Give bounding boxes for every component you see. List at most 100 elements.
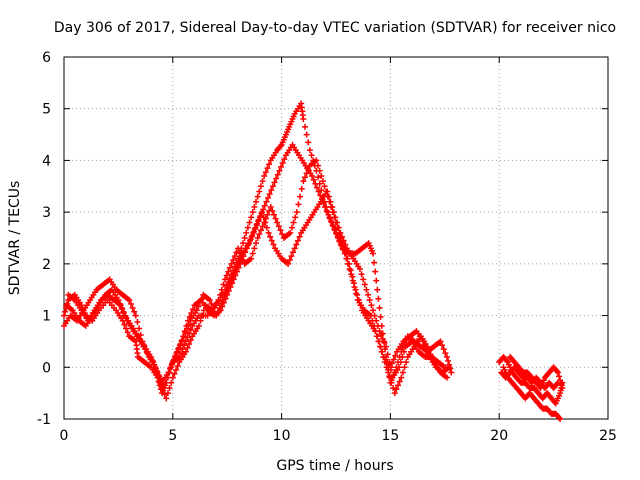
data-point (384, 351, 391, 358)
data-point (443, 353, 450, 360)
data-point (363, 286, 370, 293)
data-point (392, 352, 399, 359)
data-point (398, 374, 405, 381)
plot-area (63, 56, 609, 420)
data-point (328, 203, 335, 210)
data-point (556, 373, 563, 380)
data-point (187, 337, 194, 344)
data-point (182, 329, 189, 336)
data-point (268, 237, 275, 244)
data-point (383, 364, 390, 371)
data-point (183, 325, 190, 332)
data-point (230, 256, 237, 263)
data-point (396, 364, 403, 371)
data-point (279, 231, 286, 238)
data-point (253, 198, 260, 205)
data-point (313, 157, 320, 164)
data-point (393, 386, 400, 393)
data-point (388, 379, 395, 386)
data-point (390, 384, 397, 391)
data-point (247, 236, 254, 243)
data-point (303, 170, 310, 177)
data-point (123, 325, 130, 332)
data-point (262, 215, 269, 222)
data-point (426, 347, 433, 354)
data-point (270, 241, 277, 248)
data-point (373, 317, 380, 324)
x-tick-label: 20 (490, 428, 508, 444)
axis-ticks: 0 5 10 15 20 25 -1 0 1 2 3 4 5 6 (37, 50, 617, 444)
data-point (559, 384, 566, 391)
data-point (169, 360, 176, 367)
data-point (248, 255, 255, 262)
data-point (372, 268, 379, 275)
data-point (298, 185, 305, 192)
data-point (200, 307, 207, 314)
data-point (300, 178, 307, 185)
data-point (285, 260, 292, 267)
data-point (250, 228, 257, 235)
data-point (241, 235, 248, 241)
data-point (361, 281, 368, 288)
data-point (441, 364, 448, 371)
data-point (136, 325, 143, 332)
data-point (267, 233, 274, 240)
data-point (424, 343, 431, 350)
data-point (251, 203, 258, 210)
data-point (184, 334, 191, 341)
data-point (220, 281, 227, 288)
data-point (228, 260, 235, 267)
data-point (312, 180, 319, 187)
data-point (339, 240, 346, 247)
data-point (319, 178, 326, 185)
data-point (249, 209, 256, 216)
data-point (316, 167, 323, 174)
data-point (391, 390, 398, 397)
data-point (371, 259, 378, 266)
data-point (245, 240, 252, 247)
chart-title: Day 306 of 2017, Sidereal Day-to-day VTE… (54, 20, 616, 36)
data-point (356, 266, 363, 273)
data-point (127, 300, 134, 307)
data-point (174, 362, 181, 369)
data-point (322, 203, 329, 210)
data-point (439, 342, 446, 349)
data-point (349, 273, 356, 280)
data-point (557, 416, 564, 422)
data-point (290, 219, 297, 226)
data-point (342, 250, 349, 257)
data-point (231, 269, 238, 276)
data-point (305, 139, 312, 146)
data-point (199, 312, 206, 319)
data-point (195, 303, 202, 310)
data-point (184, 344, 191, 351)
data-point (187, 326, 194, 333)
data-point (336, 229, 343, 236)
data-point (266, 191, 273, 198)
data-point (337, 235, 344, 241)
data-point (341, 245, 348, 252)
data-point (296, 233, 303, 240)
data-point (371, 312, 378, 319)
data-point (272, 215, 279, 222)
data-point (223, 289, 230, 296)
data-point (377, 343, 384, 350)
data-point (395, 382, 402, 389)
data-point (246, 219, 253, 226)
plot-border (63, 56, 609, 420)
data-point (218, 286, 225, 293)
data-point (164, 390, 171, 397)
data-point (259, 223, 266, 230)
data-point (257, 213, 264, 220)
data-point (218, 300, 225, 307)
data-point (186, 341, 193, 348)
data-point (150, 359, 157, 366)
data-point (229, 273, 236, 280)
data-point (193, 307, 200, 314)
data-point (165, 369, 172, 376)
data-point (379, 335, 386, 342)
data-point (239, 256, 246, 263)
data-point (264, 211, 271, 218)
data-point (300, 116, 307, 123)
data-point (121, 321, 128, 328)
